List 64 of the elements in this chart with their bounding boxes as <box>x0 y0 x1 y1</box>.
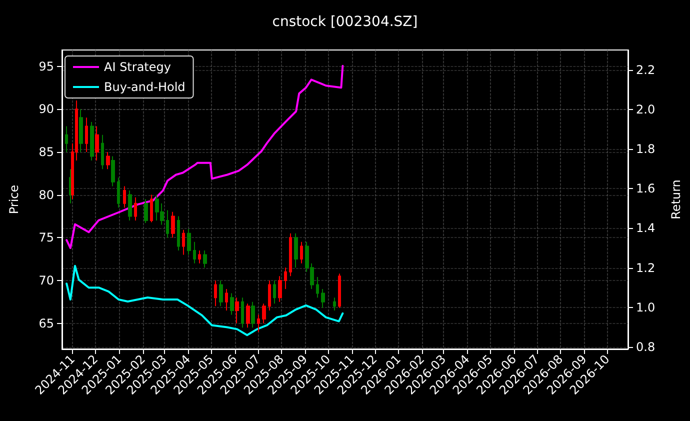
candlestick <box>278 276 282 302</box>
candlestick <box>65 126 68 152</box>
candlestick <box>203 250 207 268</box>
candlestick <box>150 194 153 223</box>
candlestick <box>246 303 250 328</box>
y2-tick-label: 1.4 <box>636 221 656 236</box>
candlestick <box>187 228 191 256</box>
candlestick <box>144 198 148 224</box>
candlestick <box>316 276 319 298</box>
y2-axis-title: Return <box>669 180 683 220</box>
candlestick <box>214 280 217 307</box>
candlestick <box>193 241 196 264</box>
candlestick <box>198 250 201 264</box>
y-tick-label: 65 <box>38 316 54 330</box>
chart-title: cnstock [002304.SZ] <box>272 14 418 30</box>
legend-label: Buy-and-Hold <box>104 80 186 94</box>
y2-tick-label: 2.0 <box>636 102 656 116</box>
candlestick <box>230 292 234 316</box>
legend-label: AI Strategy <box>104 60 171 74</box>
candlestick <box>128 190 132 221</box>
y2-tick-label: 0.8 <box>636 340 656 354</box>
candlestick <box>294 232 298 268</box>
y-tick-label: 80 <box>38 188 54 202</box>
y-tick-label: 70 <box>38 273 54 288</box>
y-axis-title: Price <box>7 184 21 214</box>
candlestick <box>284 267 287 290</box>
candlestick <box>177 216 180 251</box>
candlestick <box>225 288 228 311</box>
candlestick <box>117 177 120 208</box>
candlestick <box>219 280 223 307</box>
candlestick <box>171 211 175 238</box>
y-tick-label: 90 <box>38 102 54 116</box>
candlestick <box>123 186 126 208</box>
candlestick <box>321 288 325 308</box>
y2-tick-label: 2.2 <box>636 62 656 77</box>
candlestick <box>134 196 137 221</box>
y-tick-label: 75 <box>38 230 54 245</box>
y2-tick-label: 1.0 <box>636 300 656 314</box>
candlestick <box>338 273 341 308</box>
candlestick <box>251 301 255 328</box>
candlestick <box>182 229 185 256</box>
y2-tick-label: 1.6 <box>636 182 656 196</box>
candlestick <box>273 280 276 304</box>
candlestick <box>79 108 83 152</box>
candlestick <box>268 280 271 311</box>
candlestick <box>289 232 292 277</box>
candlestick <box>235 297 239 324</box>
candlestick <box>257 314 260 332</box>
candlestick <box>85 117 88 152</box>
candlestick <box>333 297 336 311</box>
candlestick <box>300 241 303 264</box>
y-tick-label: 85 <box>38 144 54 159</box>
candlestick <box>166 210 169 238</box>
y-tick-label: 95 <box>38 59 54 74</box>
candlestick <box>101 134 104 170</box>
y2-tick-label: 1.2 <box>636 260 656 275</box>
candlestick <box>90 121 94 162</box>
line-series <box>66 264 344 336</box>
candlestick <box>95 126 99 162</box>
candlestick <box>262 303 266 324</box>
y2-tick-label: 1.8 <box>636 142 656 156</box>
candlestick <box>111 156 115 187</box>
candlestick <box>241 297 244 328</box>
candlestick <box>106 151 110 170</box>
